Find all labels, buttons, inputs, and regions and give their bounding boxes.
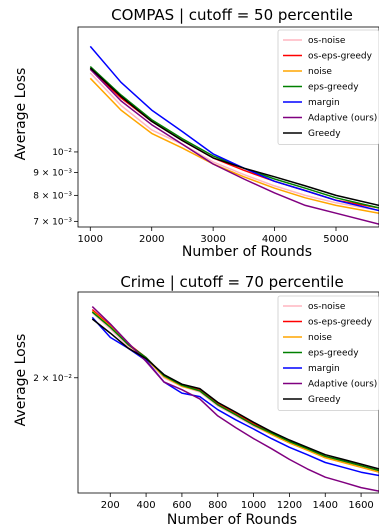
legend-label: margin [308,364,340,374]
y-tick-label: 7 × 10⁻³ [33,217,72,227]
x-tick-label: 4000 [262,234,287,245]
chart-title: Crime | cutoff = 70 percentile [120,273,343,291]
plot-frame [77,291,379,494]
legend-label: Adaptive (ours) [308,114,377,124]
legend-label: noise [308,67,332,77]
legend-label: Greedy [308,395,341,405]
legend-label: eps-greedy [308,83,359,93]
series-line-greedy [89,67,379,207]
series-line-margin [91,316,379,477]
chart-title: COMPAS | cutoff = 50 percentile [111,6,353,24]
y-tick-label: 8 × 10⁻³ [33,191,72,201]
legend-label: margin [308,98,340,108]
legend-label: Greedy [308,129,341,139]
x-tick-label: 2000 [139,234,164,245]
legend-label: os-noise [308,36,346,46]
series-line-margin [89,45,379,212]
legend-box [277,29,379,145]
series-line-adaptive-ours [89,68,379,225]
y-axis-label: Average Loss [13,68,29,161]
y-tick-label: 10⁻² [52,148,72,158]
legend-label: eps-greedy [308,349,359,359]
legend-label: os-eps-greedy [308,318,373,328]
x-tick-label: 1600 [348,500,373,511]
series-line-noise [89,77,379,214]
series-line-eps-greedy [91,311,379,472]
legend-label: os-eps-greedy [308,52,373,62]
series-line-eps-greedy [89,66,379,209]
legend-label: noise [308,333,332,343]
series-group [89,45,379,225]
x-tick-label: 1400 [313,500,338,511]
x-tick-label: 1000 [241,500,266,511]
x-tick-label: 5000 [323,234,348,245]
x-tick-label: 800 [208,500,227,511]
x-tick-label: 1000 [78,234,103,245]
x-axis-label: Number of Rounds [182,244,312,260]
x-tick-label: 400 [137,500,156,511]
legend-box [277,295,379,411]
x-tick-label: 600 [172,500,191,511]
x-tick-label: 200 [101,500,120,511]
plot-frame [77,26,379,228]
y-axis-label: Average Loss [13,334,29,427]
y-tick-label: 9 × 10⁻³ [33,168,72,178]
legend: os-noise os-eps-greedy noise eps-greedy marg… [277,29,379,145]
legend-label: os-noise [308,302,346,312]
series-line-os-noise [89,72,379,212]
x-tick-label: 3000 [200,234,225,245]
legend: os-noise os-eps-greedy noise eps-greedy marg… [277,295,379,411]
y-tick-label: 2 × 10⁻² [33,374,72,384]
compas-chart: COMPAS | cutoff = 50 percentile Number o… [13,6,379,260]
series-line-greedy [91,318,379,470]
series-group [91,306,379,492]
x-tick-label: 1200 [277,500,302,511]
crime-chart: Crime | cutoff = 70 percentile Number of… [13,273,379,528]
x-axis-label: Number of Rounds [167,512,297,528]
legend-label: Adaptive (ours) [308,380,377,390]
